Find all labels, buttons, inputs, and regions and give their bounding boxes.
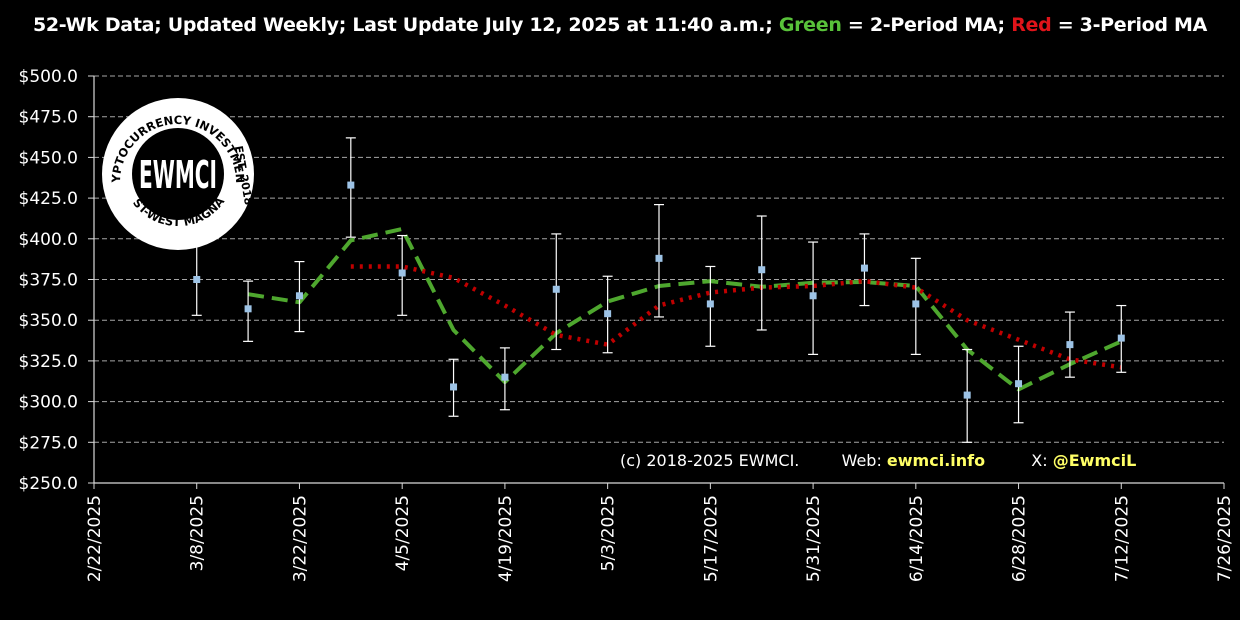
- data-point: [398, 269, 406, 277]
- x-tick-label: 7/26/2025: [1215, 495, 1235, 582]
- data-point: [912, 300, 920, 308]
- data-point: [604, 310, 612, 318]
- error-bars: [191, 137, 1127, 443]
- data-point: [1015, 380, 1023, 388]
- ma2-line: [247, 227, 1123, 392]
- y-tick-label: $350.0: [19, 311, 78, 331]
- title-green-rest: = 2-Period MA;: [841, 14, 1012, 36]
- x-tick-labels: 2/22/2025 3/8/2025 3/22/2025 4/5/2025 4/19/2…: [85, 495, 1235, 582]
- y-tick-label: $300.0: [19, 393, 78, 413]
- ma3-line: [350, 264, 1122, 370]
- title-prefix: 52-Wk Data; Updated Weekly; Last Update …: [32, 14, 779, 36]
- data-points: [193, 181, 1125, 399]
- data-point: [963, 391, 971, 399]
- title-green-word: Green: [778, 14, 842, 36]
- y-tick-label: $475.0: [19, 108, 78, 128]
- footer-credits: (c) 2018-2025 EWMCI. Web: ewmci.info X: …: [620, 451, 1136, 470]
- x-tick-label: 6/14/2025: [907, 495, 927, 582]
- y-tick-label: $500.0: [19, 67, 78, 87]
- x-tick-label: 3/8/2025: [188, 495, 208, 571]
- footer-x-label: X:: [1031, 451, 1053, 470]
- data-point: [295, 292, 303, 300]
- data-point: [1066, 341, 1074, 349]
- y-tick-label: $275.0: [19, 433, 78, 453]
- y-tick-label: $325.0: [19, 352, 78, 372]
- y-tick-labels: $250.0 $275.0 $300.0 $325.0 $350.0 $375.0 $400…: [19, 67, 78, 494]
- axes: [88, 75, 1225, 489]
- y-tick-label: $250.0: [19, 474, 78, 494]
- x-tick-label: 5/3/2025: [599, 495, 619, 571]
- data-point: [860, 264, 868, 272]
- y-tick-label: $375.0: [19, 271, 78, 291]
- x-tick-label: 3/22/2025: [290, 495, 310, 582]
- data-point: [193, 276, 201, 283]
- ma3-series: [350, 264, 1122, 370]
- footer-x-handle[interactable]: @EwmciL: [1052, 451, 1137, 470]
- ma2-series: [247, 227, 1123, 392]
- logo-wordmark: EWMCI: [139, 153, 217, 197]
- logo-inner-circle: [132, 128, 224, 220]
- x-tick-label: 5/31/2025: [804, 495, 824, 582]
- data-point: [552, 285, 560, 293]
- title-red-word: Red: [1011, 14, 1052, 36]
- data-point: [655, 254, 663, 262]
- data-point: [809, 292, 817, 300]
- chart-title: 52-Wk Data; Updated Weekly; Last Update …: [0, 14, 1240, 36]
- data-point: [450, 383, 458, 391]
- data-point: [244, 305, 252, 313]
- footer-web-link[interactable]: ewmci.info: [886, 451, 986, 470]
- title-red-rest: = 3-Period MA: [1051, 14, 1208, 36]
- data-point: [1117, 334, 1125, 342]
- footer-web-label: Web:: [841, 451, 887, 470]
- data-point: [758, 266, 766, 274]
- y-tick-label: $400.0: [19, 230, 78, 250]
- x-tick-label: 5/17/2025: [701, 495, 721, 582]
- gridlines: [94, 75, 1224, 443]
- ewmci-logo: CRYPTOCURRENCY INVESTMENTS EST. 2018 EAS…: [102, 98, 255, 250]
- x-tick-label: 2/22/2025: [85, 495, 105, 582]
- y-tick-label: $450.0: [19, 148, 78, 168]
- data-point: [501, 373, 509, 381]
- data-point: [347, 181, 355, 189]
- x-tick-label: 7/12/2025: [1112, 495, 1132, 582]
- footer-copyright: (c) 2018-2025 EWMCI.: [620, 451, 800, 470]
- x-tick-label: 6/28/2025: [1010, 495, 1030, 582]
- x-tick-label: 4/19/2025: [496, 495, 516, 582]
- y-tick-label: $425.0: [19, 189, 78, 209]
- x-tick-label: 4/5/2025: [393, 495, 413, 571]
- data-point: [706, 300, 714, 308]
